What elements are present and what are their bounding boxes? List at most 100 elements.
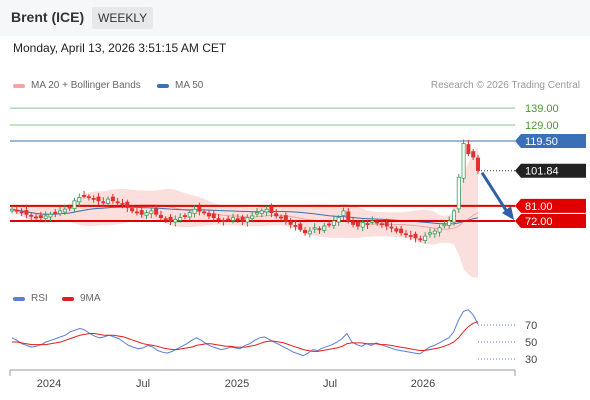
candle xyxy=(9,206,14,214)
level-label-72.00: 72.00 xyxy=(525,216,553,228)
candle xyxy=(370,216,375,225)
candle-body xyxy=(206,213,211,217)
candle-body xyxy=(370,220,375,223)
candle-body xyxy=(149,210,154,214)
rsi-tick-label-70: 70 xyxy=(525,320,537,332)
candle-body xyxy=(432,230,437,235)
candle-body xyxy=(394,228,399,232)
candle xyxy=(226,215,231,222)
candle-body xyxy=(96,196,101,202)
candle xyxy=(154,205,159,217)
candle-body xyxy=(437,227,442,233)
legend-ma50: MA 50 xyxy=(157,80,203,91)
forecast-arrow-line xyxy=(480,171,511,216)
candle xyxy=(168,214,173,226)
candle xyxy=(206,210,211,219)
candle-body xyxy=(456,176,461,210)
candle xyxy=(245,214,250,227)
level-tag-72.00 xyxy=(515,214,586,228)
candle-body xyxy=(279,216,284,219)
candle-body xyxy=(355,221,360,227)
candle-body xyxy=(216,218,221,221)
candle xyxy=(437,224,442,237)
candle-body xyxy=(475,157,480,171)
candle xyxy=(442,220,447,229)
candle xyxy=(149,207,154,219)
candle-body xyxy=(82,194,87,197)
candle xyxy=(77,193,82,207)
candle-body xyxy=(77,197,82,203)
level-tag-101.84 xyxy=(515,163,586,178)
candle xyxy=(394,226,399,234)
candle xyxy=(235,214,240,223)
candle-body xyxy=(230,217,235,221)
level-label-139.00: 139.00 xyxy=(525,103,559,115)
instrument-title: Brent (ICE) xyxy=(11,9,85,25)
rsi-tick-label-50: 50 xyxy=(525,337,537,349)
candle xyxy=(360,219,365,232)
candle xyxy=(351,217,356,228)
candle xyxy=(53,209,58,218)
legend-ma20-swatch xyxy=(13,83,25,88)
candle xyxy=(447,216,452,229)
candle-body xyxy=(442,223,447,227)
candle xyxy=(163,216,168,223)
candle-body xyxy=(312,227,317,230)
candle-body xyxy=(158,214,163,219)
legend-ma20-label: MA 20 + Bollinger Bands xyxy=(31,80,141,91)
candle xyxy=(365,219,370,229)
candle-body xyxy=(423,235,428,241)
candles xyxy=(9,139,480,244)
candle xyxy=(82,190,87,199)
x-tick-label: Jul xyxy=(136,378,150,390)
legend-ma50-swatch xyxy=(157,83,169,88)
candle xyxy=(451,208,456,226)
candle-body xyxy=(91,198,96,200)
forecast-arrow-head xyxy=(502,206,514,220)
candle-body xyxy=(192,208,197,214)
timeframe-button[interactable]: WEEKLY xyxy=(92,7,154,29)
candle-body xyxy=(168,216,173,222)
candle-body xyxy=(48,213,53,218)
candle-body xyxy=(245,217,250,223)
candle xyxy=(279,214,284,221)
candle-body xyxy=(379,223,384,226)
candle-body xyxy=(259,210,264,214)
candle-body xyxy=(106,198,111,204)
candle xyxy=(408,230,413,241)
candle-body xyxy=(173,218,178,223)
candle-body xyxy=(389,226,394,229)
candle xyxy=(255,208,260,217)
candle-body xyxy=(67,206,72,209)
candle-body xyxy=(187,212,192,218)
candle xyxy=(58,207,63,217)
candle xyxy=(197,202,202,216)
candle xyxy=(355,219,360,230)
candle-body xyxy=(139,210,144,215)
candle xyxy=(221,217,226,226)
candle xyxy=(72,197,77,213)
candle-body xyxy=(274,213,279,217)
candle-body xyxy=(327,223,332,226)
candle-body xyxy=(466,144,471,155)
candle-body xyxy=(288,221,293,225)
candle-body xyxy=(221,219,226,222)
candle-body xyxy=(293,224,298,227)
candle xyxy=(346,208,351,224)
legend-rsi-label: RSI xyxy=(31,293,48,304)
candle-body xyxy=(53,211,58,214)
x-tick-label: 2024 xyxy=(37,378,61,390)
candle-body xyxy=(399,228,404,234)
header-bar: Brent (ICE) WEEKLY xyxy=(0,0,590,36)
legend-rsi: RSI xyxy=(13,293,48,304)
candle xyxy=(67,204,72,212)
candle xyxy=(115,197,120,207)
candle-body xyxy=(384,221,389,227)
candle-body xyxy=(331,220,336,226)
candle-body xyxy=(144,212,149,216)
candle-body xyxy=(163,218,168,221)
candle xyxy=(91,195,96,203)
level-label-119.50: 119.50 xyxy=(525,136,558,148)
candle xyxy=(432,228,437,238)
